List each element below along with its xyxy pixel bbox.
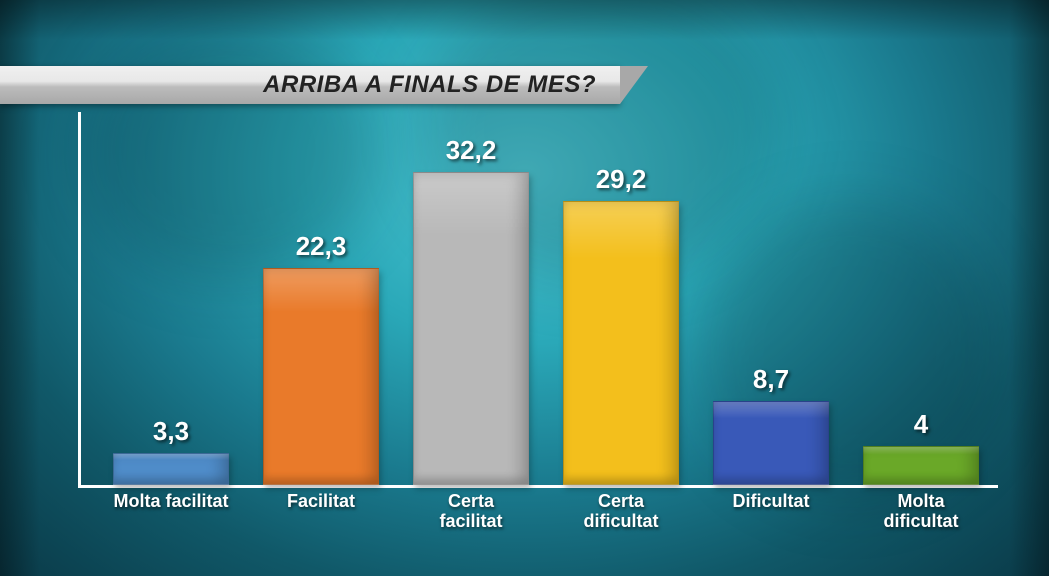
bar-slot: 22,3 xyxy=(246,231,396,485)
vignette-right xyxy=(1009,0,1049,576)
x-axis xyxy=(78,485,998,488)
bar-label: Dificultat xyxy=(696,492,846,512)
bar-value: 4 xyxy=(914,409,928,440)
bar-slot: 8,7 xyxy=(696,364,846,486)
bar xyxy=(413,172,529,485)
title-banner: ARRIBA A FINALS DE MES? xyxy=(0,66,620,104)
bar-slot: 4 xyxy=(846,409,996,485)
bar-chart: 3,3 22,3 32,2 29,2 8,7 4 Molta facilitatFacil… xyxy=(78,112,998,532)
bar xyxy=(863,446,979,485)
bar xyxy=(113,453,229,485)
bar-value: 8,7 xyxy=(753,364,789,395)
labels-container: Molta facilitatFacilitatCertafacilitatCe… xyxy=(78,490,998,532)
bar-value: 3,3 xyxy=(153,416,189,447)
bar-label: Molta facilitat xyxy=(96,492,246,512)
vignette-top xyxy=(0,0,1049,40)
bar xyxy=(563,201,679,485)
bar-value: 29,2 xyxy=(596,164,647,195)
bar-value: 32,2 xyxy=(446,135,497,166)
bar-label: Certafacilitat xyxy=(396,492,546,532)
bar-value: 22,3 xyxy=(296,231,347,262)
chart-title: ARRIBA A FINALS DE MES? xyxy=(263,71,596,99)
bars-container: 3,3 22,3 32,2 29,2 8,7 4 xyxy=(78,115,998,485)
bar-slot: 32,2 xyxy=(396,135,546,485)
bar-slot: 3,3 xyxy=(96,416,246,485)
bar-slot: 29,2 xyxy=(546,164,696,485)
bar-label: Moltadificultat xyxy=(846,492,996,532)
bar xyxy=(263,268,379,485)
bar-label: Facilitat xyxy=(246,492,396,512)
bar xyxy=(713,401,829,486)
bar-label: Certadificultat xyxy=(546,492,696,532)
